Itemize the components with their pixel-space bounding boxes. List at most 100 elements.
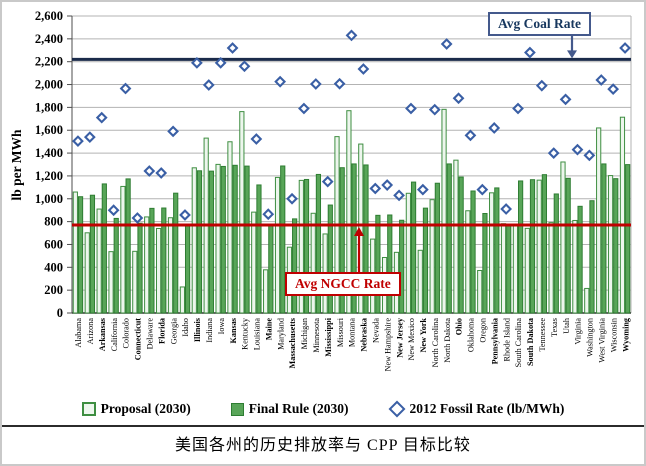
- final-rule-bar: [208, 170, 214, 314]
- fossil-rate-marker: [262, 208, 275, 221]
- figure-bottom-rule: [2, 425, 644, 427]
- fossil-rate-marker: [179, 209, 191, 221]
- fossil-rate-marker: [333, 77, 346, 90]
- fossil-rate-marker: [95, 111, 108, 124]
- final-rule-bar: [280, 165, 286, 314]
- chart-canvas: 0 200 400 600 800 1,000 1,200 1,400 1,600 1,800 2,…: [9, 9, 632, 371]
- final-rule-bar: [506, 224, 512, 314]
- y-axis-tick-label: 0: [57, 306, 63, 320]
- x-axis-label: California: [110, 318, 119, 352]
- legend-fossil-rate-label: 2012 Fossil Rate (lb/MWh): [409, 401, 565, 416]
- proposal-bar: [310, 212, 316, 314]
- final-rule-bar: [446, 163, 452, 314]
- x-axis-label: Maine: [264, 318, 273, 341]
- proposal-bar: [489, 192, 495, 314]
- fossil-rate-marker: [143, 165, 156, 177]
- proposal-bar: [132, 250, 138, 314]
- proposal-bar: [500, 223, 507, 314]
- final-rule-bar: [125, 178, 131, 314]
- proposal-bar: [144, 216, 150, 314]
- legend-proposal-label: Proposal (2030): [100, 401, 191, 416]
- x-axis-label: Oklahoma: [467, 318, 476, 352]
- x-axis-label: Pennsylvania: [490, 318, 499, 364]
- fossil-rate-marker: [595, 74, 608, 86]
- final-rule-swatch-icon: [230, 402, 244, 416]
- proposal-bar: [619, 116, 626, 314]
- fossil-rate-marker: [571, 143, 584, 156]
- final-rule-bar: [89, 194, 96, 314]
- proposal-bar: [167, 217, 174, 314]
- fossil-rate-marker: [202, 79, 215, 91]
- final-rule-bar: [315, 173, 322, 314]
- fossil-rate-marker: [309, 78, 322, 90]
- x-axis-label: New Mexico: [407, 318, 416, 361]
- final-rule-bar: [399, 219, 405, 314]
- fossil-rate-diamond-icon: [388, 400, 405, 418]
- final-rule-bar: [541, 174, 547, 314]
- y-axis-tick-label: 2,400: [35, 32, 63, 46]
- proposal-bar: [429, 199, 435, 314]
- final-rule-bar: [292, 218, 298, 314]
- proposal-bar: [453, 159, 459, 314]
- final-rule-bar: [220, 165, 226, 314]
- proposal-bar: [251, 211, 257, 314]
- proposal-bar: [179, 286, 185, 314]
- final-rule-bar: [482, 213, 488, 314]
- y-axis-tick-label: 2,000: [35, 78, 63, 92]
- x-axis-label: Tennessee: [538, 318, 547, 352]
- proposal-bar: [441, 108, 447, 314]
- x-axis-label: Florida: [157, 318, 166, 344]
- x-axis-label: Texas: [550, 318, 559, 337]
- final-rule-bar: [518, 180, 524, 314]
- legend-item-fossil-rate: 2012 Fossil Rate (lb/MWh): [388, 400, 565, 418]
- proposal-bar: [465, 210, 471, 314]
- final-rule-bar: [387, 214, 393, 314]
- x-axis-label: Delaware: [146, 318, 155, 350]
- fossil-rate-marker: [107, 204, 120, 217]
- final-rule-bar: [494, 187, 500, 314]
- x-axis-label: Montana: [348, 318, 357, 347]
- y-axis-title: lb per MWh: [9, 129, 24, 200]
- x-axis-label: New York: [419, 318, 428, 353]
- fossil-rate-marker: [321, 175, 334, 188]
- fossil-rate-marker: [464, 129, 477, 142]
- x-axis-label: Nebraska: [360, 318, 369, 352]
- coal-arrow-head: [567, 50, 577, 59]
- final-rule-bar: [184, 224, 191, 314]
- fossil-rate-marker: [274, 75, 287, 88]
- final-rule-bar: [77, 196, 84, 314]
- x-axis-label: Iowa: [217, 318, 226, 335]
- fossil-rate-marker: [250, 133, 263, 145]
- fossil-rate-marker: [286, 192, 298, 205]
- final-rule-bar: [589, 200, 595, 314]
- legend-item-final-rule: Final Rule (2030): [230, 401, 349, 417]
- proposal-bar: [108, 251, 114, 314]
- fossil-rate-marker: [619, 42, 631, 54]
- final-rule-bar: [339, 167, 345, 314]
- y-axis-tick-label: 1,600: [35, 123, 63, 137]
- fossil-rate-marker: [500, 203, 513, 215]
- fossil-rate-marker: [190, 56, 203, 69]
- x-axis-label: Arizona: [86, 318, 95, 345]
- ngcc-arrow-head: [354, 227, 364, 237]
- y-axis-tick-label: 400: [44, 260, 63, 274]
- proposal-bar: [524, 227, 530, 314]
- x-axis-label: Connecticut: [134, 318, 143, 361]
- final-rule-bar: [101, 183, 107, 314]
- proposal-bar: [584, 287, 590, 314]
- x-axis-label: Michigan: [300, 318, 309, 349]
- proposal-bar: [477, 270, 483, 314]
- x-axis-label: Massachusetts: [288, 318, 297, 369]
- fossil-rate-marker: [559, 93, 572, 106]
- y-axis-tick-label: 600: [44, 237, 63, 251]
- x-axis-label: Virginia: [574, 318, 583, 345]
- proposal-bar: [156, 227, 162, 314]
- final-rule-bar: [422, 207, 429, 314]
- x-axis-label: Wyoming: [621, 317, 630, 352]
- final-rule-bar: [601, 163, 607, 314]
- fossil-rate-marker: [226, 42, 239, 54]
- x-axis-label: Alabama: [74, 318, 83, 348]
- legend-item-proposal: Proposal (2030): [81, 401, 191, 417]
- proposal-bar: [96, 208, 102, 314]
- proposal-bar: [239, 111, 245, 314]
